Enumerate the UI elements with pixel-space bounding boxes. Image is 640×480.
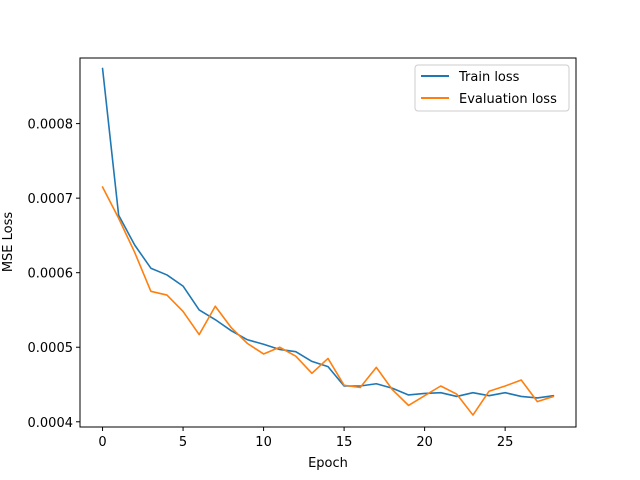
y-tick-label: 0.0007: [28, 192, 74, 207]
x-tick-label: 25: [497, 435, 514, 450]
y-tick-label: 0.0005: [28, 341, 74, 356]
x-tick-label: 10: [255, 435, 272, 450]
y-tick-label: 0.0008: [28, 118, 74, 133]
legend: Train loss Evaluation loss: [414, 64, 570, 112]
plot-area: [101, 67, 555, 416]
x-tick-label: 5: [179, 435, 187, 450]
y-tick-label: 0.0004: [28, 416, 74, 431]
legend-label-train-loss: Train loss: [458, 70, 520, 85]
x-axis-label: Epoch: [308, 456, 348, 471]
legend-box: [414, 64, 570, 112]
x-tick-label: 0: [98, 435, 106, 450]
x-tick-label: 15: [336, 435, 353, 450]
series-line-evaluation-loss: [101, 186, 555, 416]
y-tick-label: 0.0006: [28, 267, 74, 282]
y-axis-ticks: 0.0004 0.0005 0.0006 0.0007 0.0008: [28, 118, 80, 431]
y-axis-label: MSE Loss: [1, 212, 16, 273]
plot-frame: [79, 57, 577, 428]
legend-label-evaluation-loss: Evaluation loss: [459, 92, 557, 107]
series-line-train-loss: [101, 67, 555, 399]
x-tick-label: 20: [416, 435, 433, 450]
x-axis-ticks: 0 5 10 15 20 25: [98, 427, 513, 450]
